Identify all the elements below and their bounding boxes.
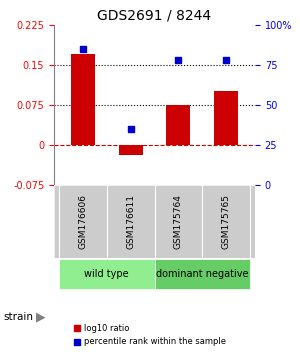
- Point: [176, 57, 181, 63]
- Text: strain: strain: [3, 312, 33, 322]
- FancyBboxPatch shape: [59, 259, 154, 289]
- Legend: log10 ratio, percentile rank within the sample: log10 ratio, percentile rank within the …: [71, 321, 229, 350]
- Point: [128, 126, 133, 132]
- Point: [224, 57, 229, 63]
- Text: ▶: ▶: [36, 310, 46, 323]
- Point: [80, 46, 85, 52]
- Text: GSM176611: GSM176611: [126, 194, 135, 249]
- Text: GSM175764: GSM175764: [174, 194, 183, 249]
- Bar: [214, 91, 238, 145]
- Text: GSM175765: GSM175765: [222, 194, 231, 249]
- Text: dominant negative: dominant negative: [156, 269, 249, 279]
- Bar: [71, 54, 95, 145]
- Bar: [167, 105, 191, 145]
- Text: wild type: wild type: [84, 269, 129, 279]
- Bar: [118, 145, 142, 155]
- Title: GDS2691 / 8244: GDS2691 / 8244: [98, 8, 212, 22]
- Text: GSM176606: GSM176606: [78, 194, 87, 249]
- FancyBboxPatch shape: [154, 259, 250, 289]
